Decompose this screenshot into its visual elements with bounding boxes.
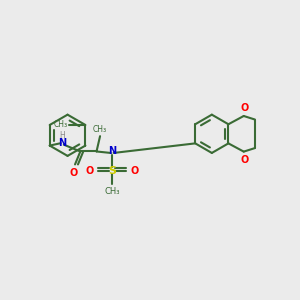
Text: N: N: [58, 138, 66, 148]
Text: N: N: [108, 146, 116, 157]
Text: O: O: [130, 166, 139, 176]
Text: CH₃: CH₃: [93, 125, 107, 134]
Text: CH₃: CH₃: [54, 120, 68, 129]
Text: CH₃: CH₃: [104, 188, 120, 196]
Text: S: S: [108, 166, 116, 176]
Text: H: H: [59, 131, 65, 140]
Text: O: O: [70, 168, 78, 178]
Text: O: O: [240, 154, 248, 165]
Text: O: O: [85, 166, 93, 176]
Text: O: O: [240, 103, 248, 113]
